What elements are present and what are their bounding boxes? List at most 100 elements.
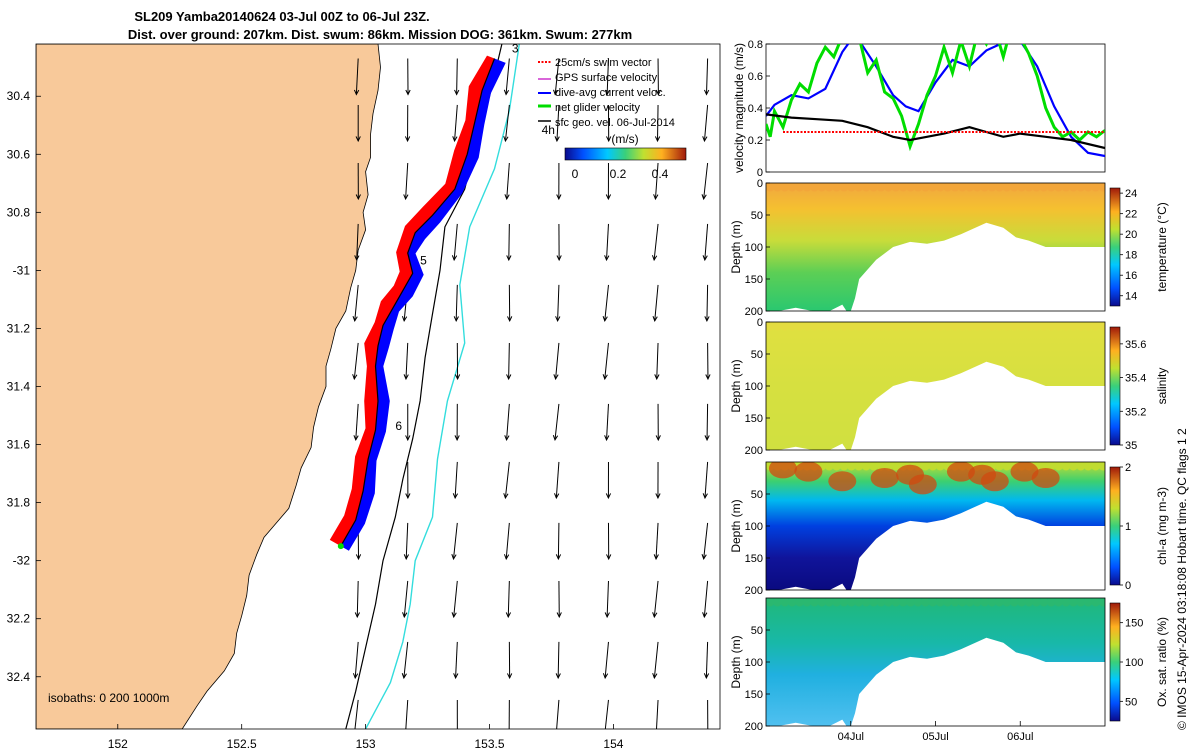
date-tick-label: 05Jul [922,731,948,743]
salinity-section: 0 50 100 150 200 Depth (m) 35.6 35.4 35.2 35 salin… [729,317,1169,457]
legend-dive-avg: dive-avg current veloc. [555,87,666,99]
salinity-y-tick-label: 100 [745,381,763,393]
velocity-ylabel: velocity magnitude (m/s) [732,43,746,173]
chla-maximum-patch [909,474,937,494]
figure-canvas: SL209 Yamba20140624 03-Jul 00Z to 06-Jul… [0,0,1200,750]
map-x-tick-label: 153 [356,737,376,750]
map-x-tick-label: 152 [108,737,128,750]
temperature-y-tick-label: 50 [751,210,763,222]
chla-maximum-patch [871,468,899,488]
legend-sfc-geo: sfc geo. vel. 06-Jul-2014 [555,117,675,129]
title-line-2: Dist. over ground: 207km. Dist. swum: 86… [128,27,632,42]
chla-section: 50 100 150 200 Depth (m) 2 1 0 chl-a (mg m-3) [729,458,1169,597]
map-y-tick-label: 32.4 [7,670,31,684]
title-line-1: SL209 Yamba20140624 03-Jul 00Z to 06-Jul… [134,9,429,24]
chla-colorbar-tick: 2 [1125,462,1131,474]
oxygen-surface-sample [1099,598,1108,607]
salinity-y-tick-label: 150 [745,413,763,425]
velocity-y-tick-label: 0.6 [748,71,763,83]
chla-colorbar-tick: 1 [1125,521,1131,533]
chla-colorbar [1110,467,1120,585]
salinity-colorbar-tick: 35.4 [1125,373,1146,385]
chla-maximum-patch [828,471,856,491]
day-label-1: 4h [542,123,555,137]
temperature-colorbar [1110,188,1120,306]
chla-surface-sample [1099,462,1108,471]
salinity-y-tick-label: 50 [751,349,763,361]
speed-colorbar-tick-1: 0.2 [610,167,627,181]
temperature-surface-sample [1099,183,1108,192]
map-y-tick-label: 30.6 [7,147,31,161]
chla-maximum-patch [1032,468,1060,488]
oxygen-section: 50100150200Depth (m)15010050 Ox. sat. rat… [729,598,1169,734]
velocity-y-tick-label: 0.8 [748,39,763,51]
temperature-colorbar-tick: 22 [1125,209,1137,221]
map-y-tick-label: 30.8 [7,205,31,219]
temperature-colorbar-tick: 24 [1125,188,1137,200]
salinity-colorbar-tick: 35.6 [1125,339,1146,351]
salinity-colorbar-tick: 35 [1125,440,1137,452]
temperature-colorbar-tick: 18 [1125,250,1137,262]
chla-maximum-patch [794,462,822,482]
oxygen-colorbar [1110,603,1120,721]
chla-y-tick-label: 200 [745,585,763,597]
track-map: 152 152.5 153 153.5 154 30.430.630.8-3131.23… [7,42,720,750]
day-label-3: 6 [395,419,402,433]
legend-net-glider: net glider velocity [555,102,640,114]
date-tick-label: 06Jul [1007,731,1033,743]
map-y-tick-label: 32.2 [7,612,31,626]
velocity-y-tick-label: 0.4 [748,103,763,115]
chla-maximum-patch [981,471,1009,491]
oxygen-y-tick-label: 50 [751,625,763,637]
chla-maximum-patch [769,458,797,478]
credit-text: © IMOS 15-Apr-2024 03:18:08 Hobart time.… [1175,428,1189,730]
map-y-tick-label: 31.2 [7,321,31,335]
temperature-y-tick-label: 100 [745,242,763,254]
temperature-ylabel: Depth (m) [729,220,743,273]
legend-swim-vector: 25cm/s swim vector [555,57,652,69]
map-y-tick-label: 30.4 [7,89,31,103]
map-y-tick-label: -32 [13,554,31,568]
map-x-tick-label: 152.5 [227,737,257,750]
salinity-y-tick-label: 0 [757,317,763,329]
velocity-magnitude-panel: 00.20.40.60.8 velocity magnitude (m/s) [732,25,1105,179]
temperature-colorbar-tick: 16 [1125,270,1137,282]
oxygen-colorbar-tick: 150 [1125,618,1143,630]
map-x-tick-label: 154 [603,737,623,750]
date-tick-label: 04Jul [838,731,864,743]
temperature-y-tick-label: 0 [757,178,763,190]
chla-y-tick-label: 150 [745,553,763,565]
temperature-colorbar-tick: 20 [1125,229,1137,241]
speed-colorbar-tick-2: 0.4 [652,167,669,181]
chla-y-tick-label: 100 [745,521,763,533]
temperature-y-tick-label: 150 [745,274,763,286]
map-y-tick-label: 31.4 [7,380,31,394]
speed-colorbar-label: (m/s) [611,132,638,146]
salinity-colorbar-tick: 35.2 [1125,406,1146,418]
salinity-y-tick-label: 200 [745,445,763,457]
oxygen-y-tick-label: 200 [745,721,763,733]
salinity-colorbar-label: salinity [1155,368,1169,405]
legend-gps-velocity: GPS surface velocity [555,72,658,84]
velocity-y-tick-label: 0.2 [748,135,763,147]
day-label-0: 3 [512,42,519,56]
map-x-tick-label: 153.5 [475,737,505,750]
oxygen-colorbar-label: Ox. sat. ratio (%) [1155,617,1169,707]
chla-ylabel: Depth (m) [729,499,743,552]
speed-colorbar-gradient [565,148,686,160]
map-y-tick-label: 31.6 [7,438,31,452]
map-y-tick-label: -31 [13,263,31,277]
salinity-colorbar [1110,327,1120,445]
oxygen-colorbar-tick: 50 [1125,696,1137,708]
track-end-marker [338,543,344,549]
chla-y-tick-label: 50 [751,489,763,501]
salinity-surface-sample [1099,322,1108,331]
day-label-2: 5 [420,254,427,268]
speed-colorbar-tick-0: 0 [572,167,579,181]
temperature-colorbar-label: temperature (°C) [1155,202,1169,292]
chla-colorbar-tick: 0 [1125,580,1131,592]
salinity-ylabel: Depth (m) [729,359,743,412]
oxygen-y-tick-label: 150 [745,689,763,701]
oxygen-ylabel: Depth (m) [729,635,743,688]
